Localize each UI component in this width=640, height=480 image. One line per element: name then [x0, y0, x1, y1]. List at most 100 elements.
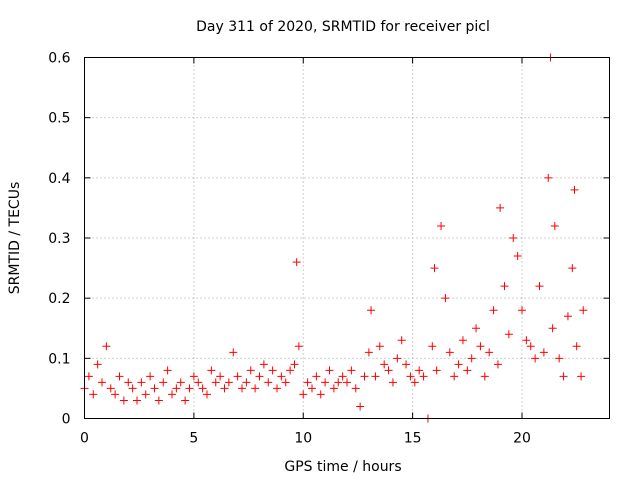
data-point — [548, 324, 557, 333]
data-point — [347, 366, 356, 375]
data-point — [476, 342, 485, 351]
data-point — [338, 372, 347, 381]
data-point — [277, 372, 286, 381]
data-point — [360, 372, 369, 381]
data-point — [432, 366, 441, 375]
data-point — [181, 396, 190, 405]
data-point — [559, 372, 568, 381]
data-point — [415, 366, 424, 375]
data-point — [334, 378, 343, 387]
data-point — [579, 306, 588, 315]
data-point — [194, 378, 203, 387]
data-point — [351, 384, 360, 393]
data-point — [397, 336, 406, 345]
data-point — [141, 390, 150, 399]
data-point — [454, 360, 463, 369]
data-point — [216, 372, 225, 381]
data-point — [522, 336, 531, 345]
data-point — [458, 336, 467, 345]
data-point — [246, 366, 255, 375]
data-point — [281, 378, 290, 387]
data-point — [299, 390, 308, 399]
data-point — [106, 384, 115, 393]
data-point — [577, 372, 586, 381]
data-point — [539, 348, 548, 357]
data-point — [380, 360, 389, 369]
data-point — [463, 366, 472, 375]
data-point — [292, 258, 301, 267]
data-point — [119, 396, 128, 405]
data-point — [535, 282, 544, 291]
data-point — [150, 384, 159, 393]
data-point — [137, 378, 146, 387]
data-point — [115, 372, 124, 381]
y-tick-label: 0.6 — [48, 51, 70, 67]
x-tick-label: 15 — [404, 431, 422, 447]
data-point — [207, 366, 216, 375]
data-point — [203, 390, 211, 399]
data-point — [273, 384, 281, 393]
data-point — [198, 384, 207, 393]
data-point — [286, 366, 295, 375]
data-point — [441, 294, 450, 303]
data-point — [220, 384, 229, 393]
data-point — [163, 366, 172, 375]
y-axis-title: SRMTID / TECUs — [7, 182, 23, 295]
data-point — [259, 360, 268, 369]
x-tick-label: 0 — [80, 431, 89, 447]
data-point — [233, 372, 242, 381]
points-layer — [80, 53, 588, 423]
data-point — [518, 306, 526, 315]
data-point — [406, 372, 415, 381]
chart-title: Day 311 of 2020, SRMTID for receiver pic… — [196, 19, 490, 35]
data-point — [504, 330, 513, 339]
data-point — [419, 372, 428, 381]
data-point — [294, 342, 303, 351]
data-point — [154, 396, 163, 405]
y-tick-label: 0.3 — [48, 231, 70, 247]
data-point — [111, 390, 120, 399]
data-point — [509, 234, 518, 242]
data-point — [384, 366, 393, 375]
data-point — [402, 360, 411, 369]
data-point — [513, 252, 522, 261]
data-point — [356, 402, 365, 411]
data-point — [445, 348, 454, 357]
data-point — [526, 342, 535, 351]
data-point — [224, 378, 233, 387]
data-point — [242, 378, 251, 387]
data-point — [531, 354, 540, 363]
x-axis-title: GPS time / hours — [284, 459, 401, 475]
ticks-layer: 0 5 10 15 20 0 0.1 0.2 0.3 0.4 0.5 0.6 — [48, 51, 610, 447]
data-point — [229, 348, 238, 357]
data-point — [572, 342, 581, 351]
data-point — [367, 306, 376, 315]
data-point — [211, 378, 220, 387]
data-point — [264, 378, 273, 387]
data-point — [485, 348, 494, 357]
data-point — [428, 342, 437, 351]
data-point — [480, 372, 489, 381]
data-point — [238, 384, 246, 393]
data-point — [189, 372, 198, 381]
data-point — [430, 264, 439, 273]
data-point — [146, 372, 155, 381]
data-point — [388, 378, 397, 387]
data-point — [437, 221, 446, 230]
data-point — [98, 378, 106, 387]
x-tick-label: 5 — [189, 431, 198, 447]
y-tick-label: 0.2 — [48, 291, 70, 307]
data-point — [393, 354, 402, 363]
plot-frame — [84, 57, 610, 419]
data-point — [268, 366, 277, 375]
data-point — [325, 366, 334, 375]
data-point — [303, 378, 312, 387]
data-point — [371, 372, 380, 381]
data-point — [255, 372, 264, 381]
y-tick-label: 0.1 — [48, 351, 70, 367]
data-point — [159, 378, 168, 387]
data-point — [450, 372, 459, 381]
data-point — [84, 372, 93, 381]
data-point — [185, 384, 194, 393]
